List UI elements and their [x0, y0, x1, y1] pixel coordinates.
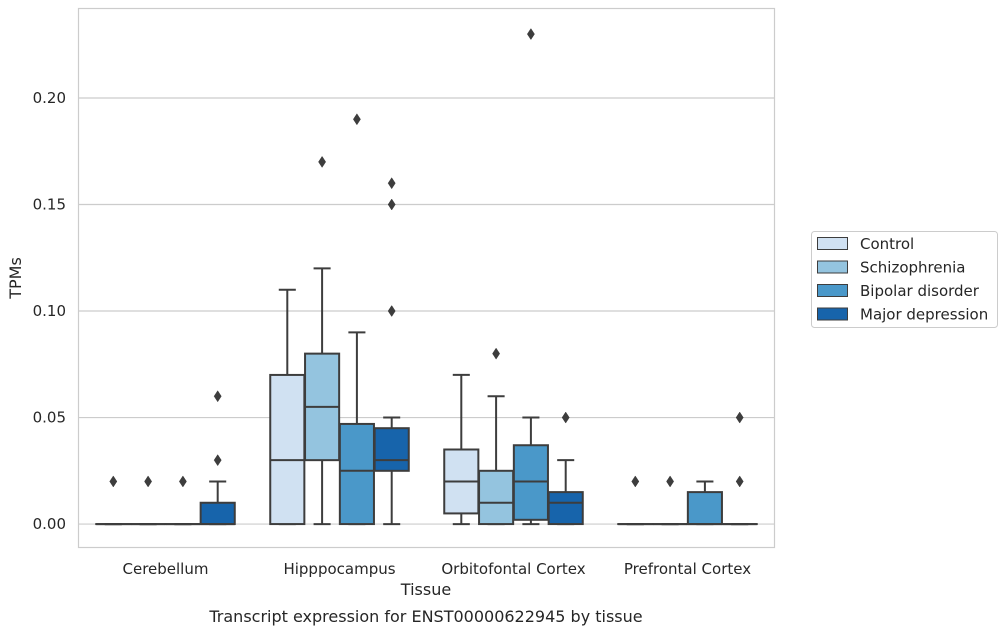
y-tick-label: 0.15	[33, 196, 66, 214]
outlier-point	[213, 454, 222, 467]
outlier-point	[631, 475, 640, 488]
y-tick-label: 0.10	[33, 302, 66, 320]
box-body	[547, 491, 584, 526]
box-body	[512, 444, 549, 521]
box-major-depression	[373, 416, 410, 526]
legend-swatch	[817, 307, 848, 321]
y-axis-title: TPMs	[6, 257, 25, 300]
box-body	[338, 422, 375, 526]
box-bipolar-disorder	[338, 331, 375, 526]
box-control	[269, 288, 306, 526]
y-axis-ticks: 0.00 0.05 0.10 0.15 0.20	[33, 89, 66, 533]
legend-label: Control	[860, 235, 914, 253]
box-body	[373, 427, 410, 472]
legend-frame	[811, 231, 998, 328]
box-schizophrenia	[304, 267, 341, 526]
box-major-depression	[547, 459, 584, 526]
x-tick-label: Cerebellum	[123, 560, 209, 578]
legend-swatch	[817, 284, 848, 297]
legend-label: Bipolar disorder	[860, 282, 980, 300]
box-bipolar-disorder	[686, 480, 723, 526]
outlier-point	[179, 475, 187, 488]
outlier-point	[387, 177, 396, 190]
outlier-point	[561, 411, 570, 424]
outlier-point	[492, 347, 500, 360]
chart-caption: Transcript expression for ENST0000062294…	[208, 607, 642, 626]
boxes	[95, 267, 758, 526]
y-tick-label: 0.20	[33, 89, 66, 107]
outlier-point	[666, 475, 674, 488]
box-body	[478, 469, 515, 526]
box-major-depression	[199, 480, 236, 526]
outlier-point	[735, 411, 744, 424]
box-body	[199, 501, 236, 526]
box-schizophrenia	[478, 395, 515, 526]
x-axis-ticks: Cerebellum Hipppocampus Orbitofontal Corte…	[123, 560, 752, 578]
y-tick-label: 0.05	[33, 409, 66, 427]
box-body	[269, 373, 306, 526]
outlier-point	[387, 305, 396, 317]
x-tick-label: Prefrontal Cortex	[624, 560, 751, 578]
outlier-point	[318, 155, 326, 168]
y-tick-label: 0.00	[33, 515, 66, 533]
x-tick-label: Orbitofontal Cortex	[441, 560, 585, 578]
outlier-point	[735, 475, 744, 488]
legend: Control Schizophrenia Bipolar disorder Majo…	[811, 231, 998, 328]
outlier-point	[527, 28, 535, 41]
box-control	[443, 373, 480, 526]
x-tick-label: Hipppocampus	[283, 560, 395, 578]
legend-label: Schizophrenia	[860, 259, 965, 277]
outlier-point	[213, 390, 222, 403]
outlier-point	[109, 475, 118, 488]
outlier-point	[144, 475, 152, 488]
plot-frame	[77, 7, 776, 549]
legend-label: Major depression	[860, 306, 988, 324]
outlier-point	[387, 198, 396, 211]
box-bipolar-disorder	[512, 416, 549, 526]
outliers	[109, 28, 744, 488]
x-axis-title: Tissue	[400, 580, 451, 599]
outlier-point	[353, 113, 361, 126]
box-body	[686, 491, 723, 526]
grid-lines	[78, 97, 775, 525]
legend-swatch	[817, 260, 848, 274]
legend-swatch	[817, 237, 848, 250]
